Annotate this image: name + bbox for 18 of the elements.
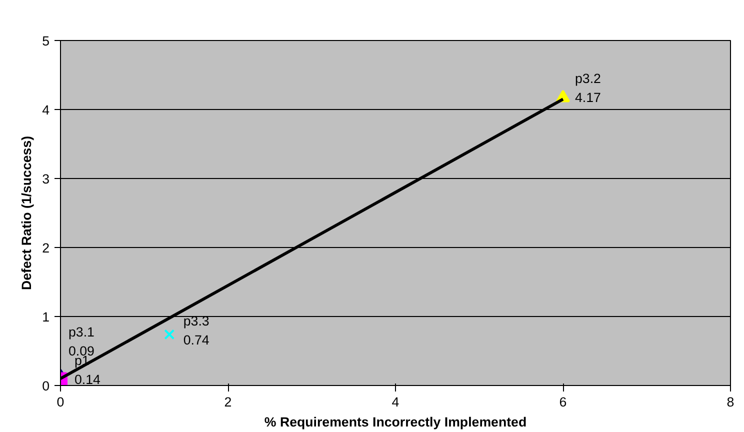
- data-label: 0.74: [183, 332, 210, 348]
- x-tick-label: 0: [56, 394, 64, 410]
- y-axis-title: Defect Ratio (1/success): [19, 136, 34, 290]
- series-label: p3.2: [575, 70, 601, 86]
- y-tick-label: 3: [42, 172, 50, 186]
- x-tick-label: 6: [559, 394, 567, 410]
- data-label: 4.17: [575, 90, 601, 105]
- x-tick-label: 2: [224, 394, 232, 410]
- y-tick-label: 4: [42, 102, 50, 118]
- y-tick-label: 0: [42, 378, 50, 394]
- text: p3.1: [68, 324, 94, 340]
- x-tick-label: 4: [392, 394, 400, 410]
- data-label: 0.14: [74, 372, 102, 387]
- x-axis-title: % Requirements Incorrectly Implemented: [264, 414, 527, 430]
- y-tick-label: 5: [42, 34, 50, 48]
- y-tick-label: 2: [42, 240, 50, 256]
- x-tick-label: 8: [726, 394, 734, 410]
- y-tick-label: 1: [42, 310, 50, 324]
